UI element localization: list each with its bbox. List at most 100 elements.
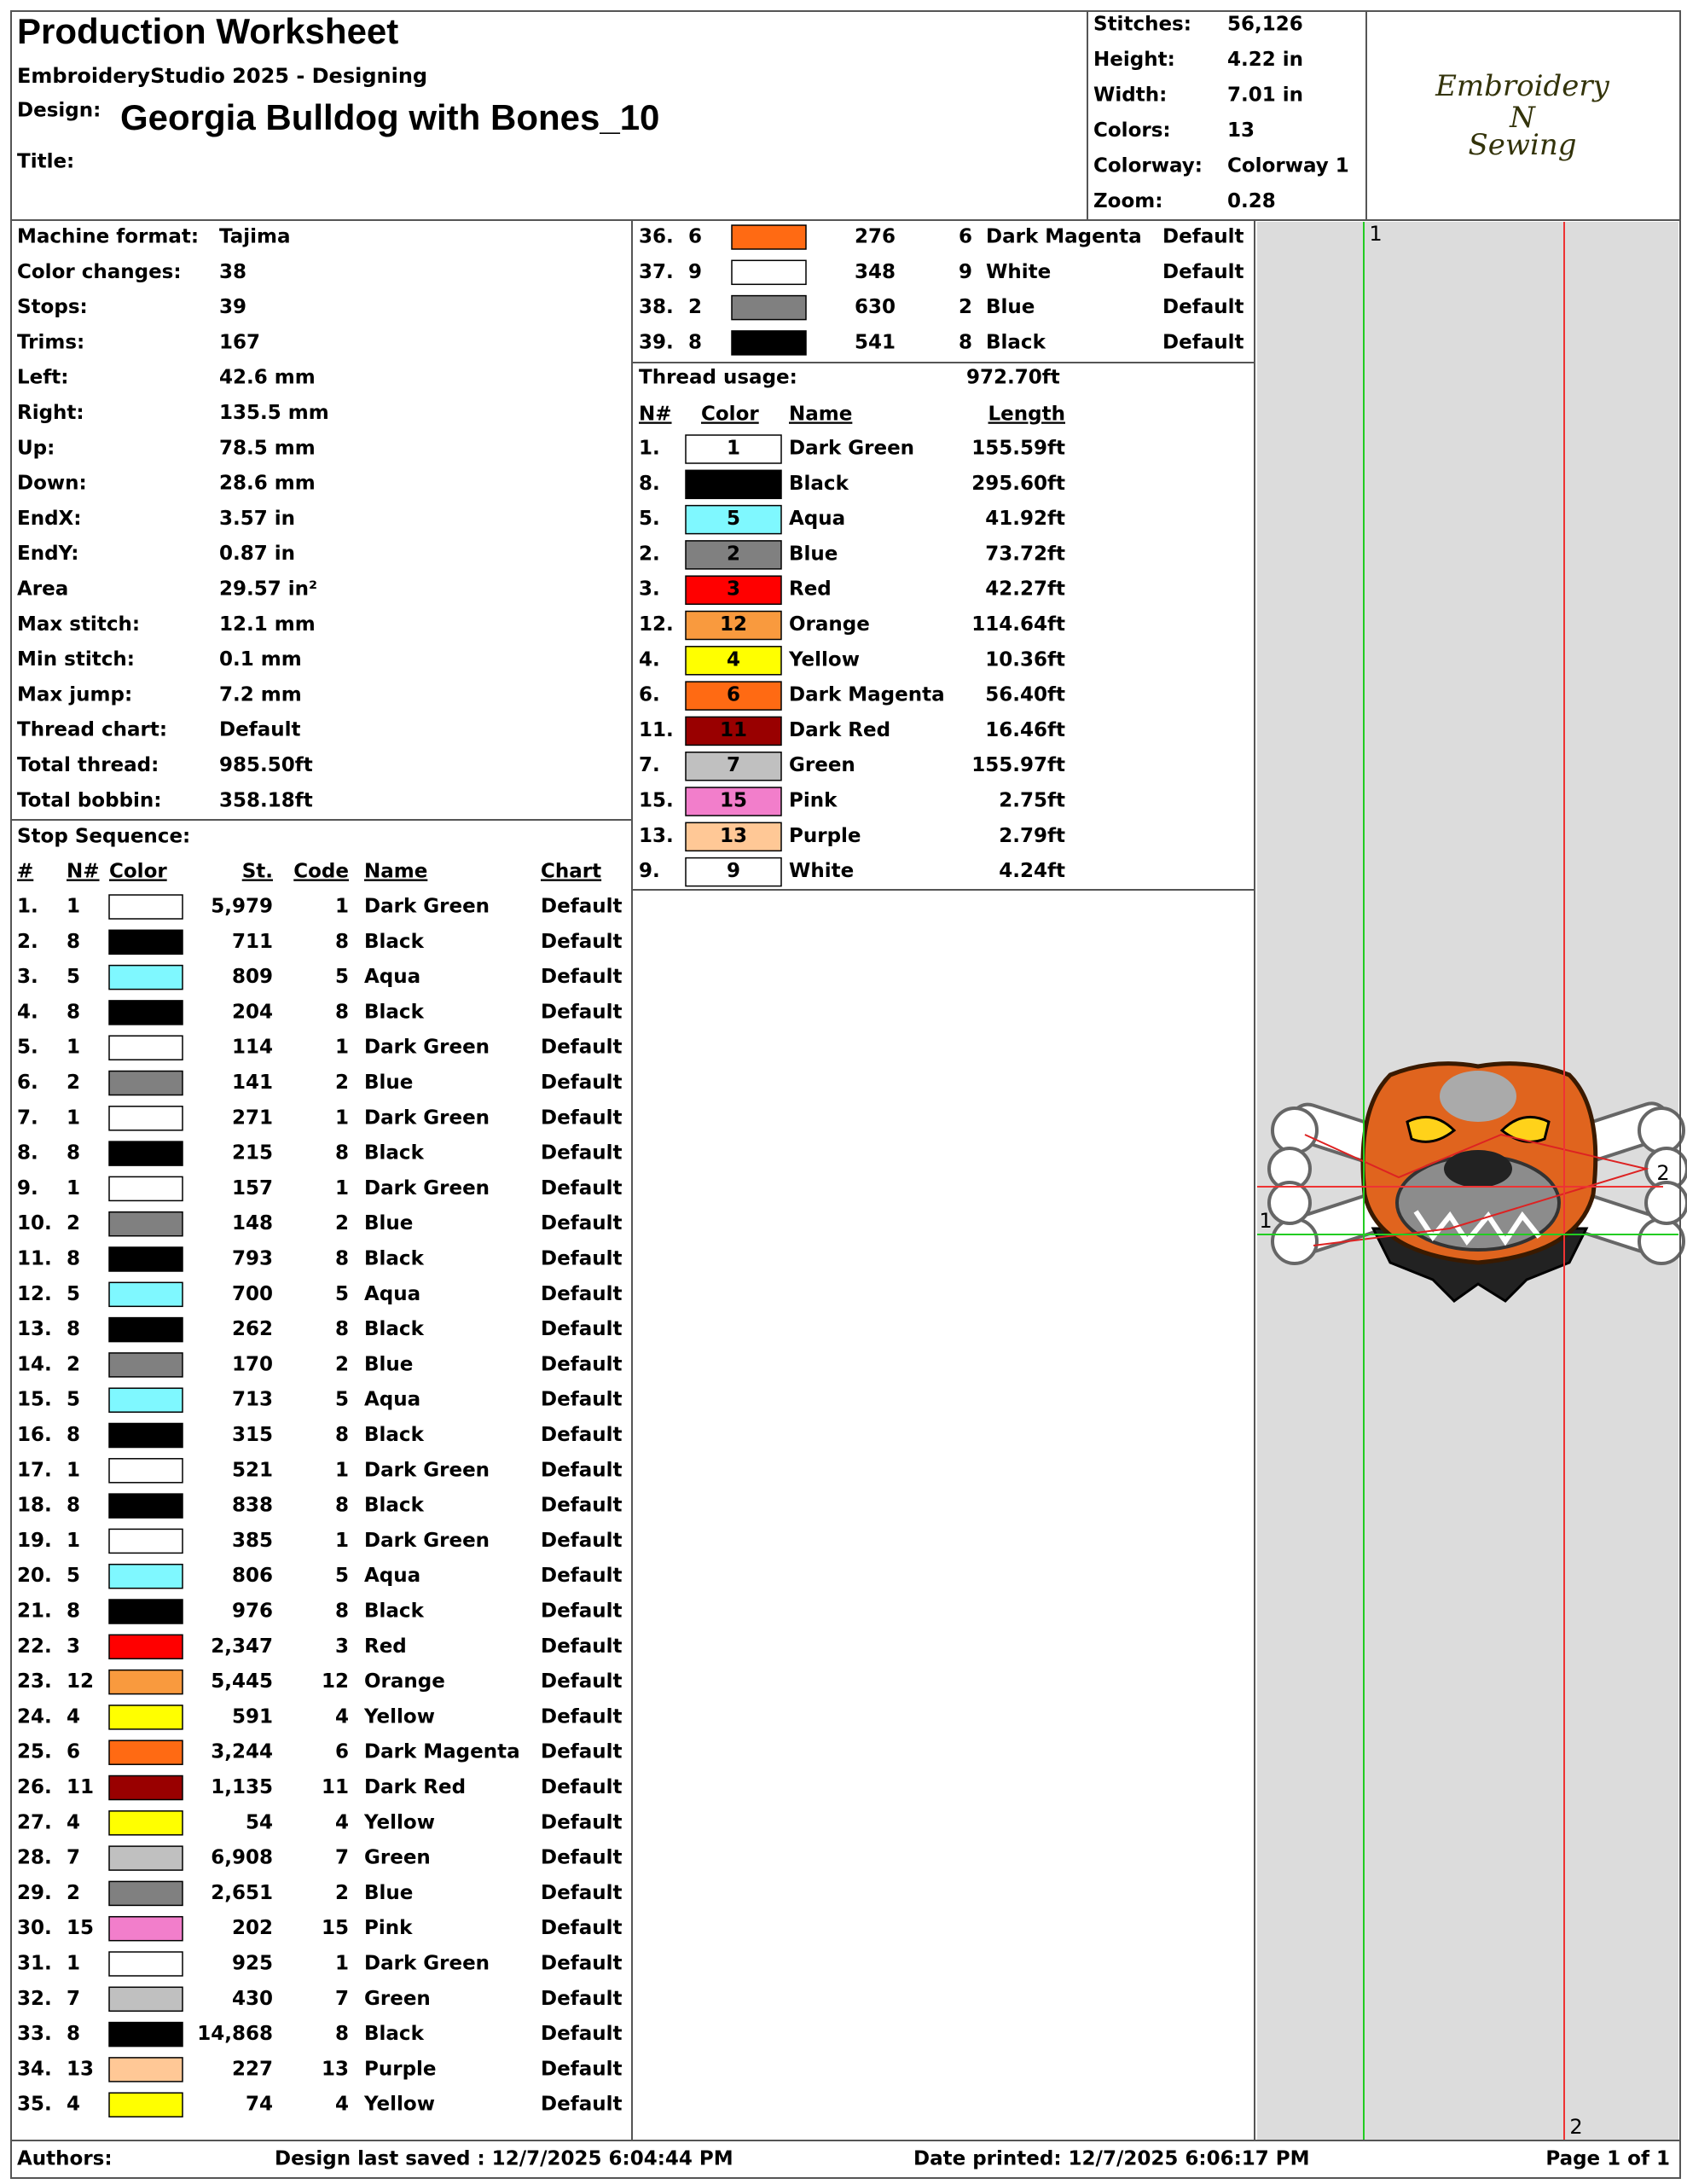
property-value: 29.57 in²: [219, 578, 317, 601]
color-swatch: [108, 1316, 183, 1343]
property-value: 135.5 mm: [219, 402, 329, 424]
stop-number: 34.: [17, 2058, 52, 2080]
column-header: N#: [639, 404, 672, 426]
thread-name: Black: [986, 331, 1046, 353]
thread-name: Red: [789, 578, 832, 601]
chart-name: Default: [541, 1530, 622, 1552]
needle: 1.: [639, 438, 660, 460]
column-header: St.: [242, 861, 273, 883]
column-header: Length: [988, 404, 1065, 426]
thread-name: Dark Red: [789, 719, 890, 741]
needle: 8: [688, 331, 702, 353]
footer-page: Page 1 of 1: [1545, 2148, 1670, 2170]
chart-name: Default: [541, 1142, 622, 1165]
color-swatch: [685, 751, 782, 781]
page-border: [10, 10, 1681, 2179]
chart-name: Default: [1162, 261, 1244, 283]
color-swatch: [108, 1387, 183, 1413]
stop-number: 26.: [17, 1776, 52, 1798]
code: 8: [959, 331, 972, 353]
code: 2: [335, 1353, 349, 1375]
thread-length: 155.97ft: [971, 754, 1065, 776]
code: 8: [335, 1248, 349, 1270]
stitch-count: 630: [855, 296, 896, 318]
stitch-count: 521: [232, 1459, 273, 1481]
column-header: Color: [109, 861, 167, 883]
stitch-count: 348: [855, 261, 896, 283]
property-value: 78.5 mm: [219, 437, 316, 459]
section-label: Thread usage:: [639, 367, 797, 389]
stop-number: 23.: [17, 1670, 52, 1693]
guide-marker: 2: [1656, 1161, 1669, 1185]
property-value: 28.6 mm: [219, 473, 316, 495]
summary-label: Zoom:: [1093, 190, 1162, 212]
needle: 5.: [639, 508, 660, 530]
code: 15: [322, 1917, 349, 1939]
color-swatch: [685, 787, 782, 816]
stitch-count: 591: [232, 1705, 273, 1728]
thread-name: Black: [364, 1600, 425, 1623]
color-swatch: [108, 1880, 183, 1907]
color-swatch: [731, 294, 807, 321]
thread-length: 2.75ft: [999, 790, 1065, 812]
color-swatch: [108, 1493, 183, 1519]
needle: 7: [67, 1847, 80, 1869]
color-swatch: [108, 1563, 183, 1589]
chart-name: Default: [541, 1037, 622, 1059]
chart-name: Default: [541, 1600, 622, 1623]
needle: 5: [67, 1283, 80, 1305]
stitch-count: 271: [232, 1107, 273, 1129]
chart-name: Default: [541, 1495, 622, 1517]
stitch-count: 276: [855, 226, 896, 248]
summary-label: Stitches:: [1093, 14, 1191, 36]
swatch-code: 5: [727, 508, 740, 530]
stitch-count: 385: [232, 1530, 273, 1552]
stitch-count: 6,908: [211, 1847, 273, 1869]
stop-number: 13.: [17, 1318, 52, 1340]
stop-number: 5.: [17, 1037, 38, 1059]
thread-name: Black: [364, 1001, 425, 1023]
column-header: #: [17, 861, 33, 883]
property-value: 42.6 mm: [219, 367, 316, 389]
property-label: Trims:: [17, 331, 84, 353]
thread-length: 4.24ft: [999, 860, 1065, 882]
stop-number: 25.: [17, 1741, 52, 1763]
thread-name: Aqua: [364, 966, 420, 988]
code: 4: [335, 1811, 349, 1833]
thread-name: Green: [364, 1847, 431, 1869]
thread-length: 41.92ft: [985, 508, 1065, 530]
property-label: Max jump:: [17, 683, 132, 706]
property-label: Up:: [17, 437, 55, 459]
thread-name: Aqua: [364, 1283, 420, 1305]
needle: 5: [67, 1565, 80, 1587]
summary-label: Height:: [1093, 49, 1175, 71]
stitch-count: 925: [232, 1953, 273, 1975]
stitch-count: 215: [232, 1142, 273, 1165]
needle: 2: [67, 1212, 80, 1234]
color-swatch: [108, 2057, 183, 2082]
chart-name: Default: [541, 1882, 622, 1904]
summary-label: Colors:: [1093, 119, 1171, 142]
property-label: Stops:: [17, 296, 88, 318]
chart-name: Default: [541, 1811, 622, 1833]
stitch-count: 14,868: [197, 2023, 273, 2045]
code: 7: [335, 1988, 349, 2010]
property-label: Min stitch:: [17, 648, 135, 671]
color-swatch: [108, 1634, 183, 1660]
property-label: Right:: [17, 402, 84, 424]
needle: 3.: [639, 578, 660, 601]
color-swatch: [685, 681, 782, 711]
needle: 3: [67, 1635, 80, 1658]
color-swatch: [108, 1281, 183, 1308]
chart-name: Default: [541, 1424, 622, 1446]
stop-number: 38.: [639, 296, 674, 318]
code: 11: [322, 1776, 349, 1798]
code: 6: [959, 226, 972, 248]
thread-name: Yellow: [788, 648, 860, 671]
needle: 1: [67, 1037, 80, 1059]
color-swatch: [108, 1810, 183, 1836]
stitch-count: 430: [232, 1988, 273, 2010]
swatch-code: 2: [727, 543, 740, 565]
property-value: Default: [219, 719, 300, 741]
thread-name: Black: [789, 473, 849, 495]
